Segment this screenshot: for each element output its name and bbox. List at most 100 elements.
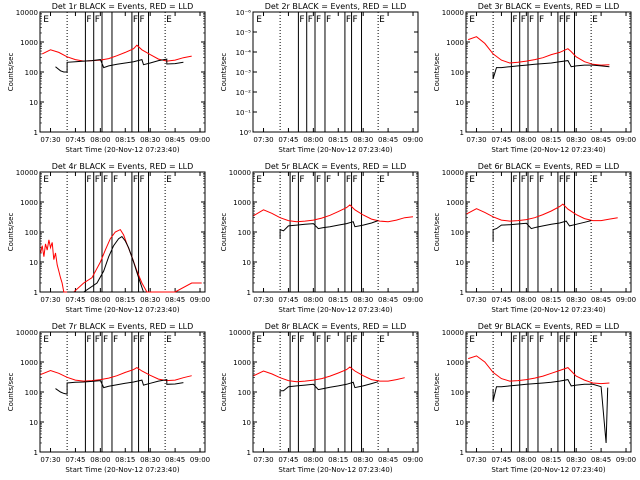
flag-e: E bbox=[166, 335, 172, 345]
x-tick-label: 08:00 bbox=[90, 296, 110, 304]
x-tick-label: 09:00 bbox=[190, 456, 210, 464]
series-line-lld bbox=[253, 204, 414, 223]
series-line-events bbox=[55, 379, 184, 395]
y-tick-label: 1 bbox=[247, 289, 251, 297]
x-axis-label: Start Time (20-Nov-12 07:23:40) bbox=[491, 466, 605, 474]
flag-e: E bbox=[166, 175, 172, 185]
y-tick-label: 1000 bbox=[20, 359, 38, 367]
flag-f: F bbox=[95, 175, 100, 185]
y-axis-label: Counts/sec bbox=[433, 213, 441, 252]
y-tick-label: 100 bbox=[25, 229, 38, 237]
x-tick-label: 08:30 bbox=[140, 296, 160, 304]
x-tick-label: 08:45 bbox=[378, 136, 398, 144]
y-tick-label: 100 bbox=[25, 389, 38, 397]
y-tick-label: 10 bbox=[29, 419, 38, 427]
flag-f: F bbox=[559, 175, 564, 185]
flag-f: F bbox=[346, 335, 351, 345]
flag-e: E bbox=[469, 175, 475, 185]
x-axis-label: Start Time (20-Nov-12 07:23:40) bbox=[278, 306, 392, 314]
flag-f: F bbox=[529, 175, 534, 185]
x-tick-label: 09:00 bbox=[403, 296, 423, 304]
flag-f: F bbox=[299, 15, 304, 25]
x-tick-label: 08:45 bbox=[165, 296, 185, 304]
flag-f: F bbox=[326, 335, 331, 345]
flag-f: F bbox=[566, 15, 571, 25]
flag-f: F bbox=[566, 175, 571, 185]
x-tick-label: 09:00 bbox=[190, 136, 210, 144]
x-tick-label: 08:15 bbox=[541, 456, 561, 464]
flag-f: F bbox=[103, 335, 108, 345]
panel-det3r: Det 3r BLACK = Events, RED = LLD 1 10 100 10… bbox=[433, 2, 636, 154]
y-tick-label: 10⁰ bbox=[239, 129, 251, 137]
x-tick-label: 08:45 bbox=[591, 136, 611, 144]
x-tick-label: 08:30 bbox=[566, 456, 586, 464]
x-axis-label: Start Time (20-Nov-12 07:23:40) bbox=[65, 146, 179, 154]
series-line-lld bbox=[468, 36, 610, 66]
panel-det2r: Det 2r BLACK = Events, RED = LLD 10⁰ 10⁻¹ 1… bbox=[220, 2, 423, 154]
x-tick-label: 08:45 bbox=[591, 296, 611, 304]
y-tick-label: 10000 bbox=[229, 329, 251, 337]
y-tick-label: 100 bbox=[451, 389, 464, 397]
flag-f: F bbox=[308, 15, 313, 25]
flag-f: F bbox=[133, 335, 138, 345]
panel-title: Det 5r BLACK = Events, RED = LLD bbox=[265, 162, 407, 171]
y-axis-label: Counts/sec bbox=[220, 213, 228, 252]
y-tick-label: 10⁻² bbox=[236, 89, 252, 97]
y-tick-label: 10 bbox=[455, 99, 464, 107]
x-tick-label: 08:30 bbox=[353, 456, 373, 464]
x-axis-label: Start Time (20-Nov-12 07:23:40) bbox=[65, 306, 179, 314]
flag-e: E bbox=[379, 15, 385, 25]
flag-f: F bbox=[566, 335, 571, 345]
y-tick-label: 10000 bbox=[229, 169, 251, 177]
plot-frame bbox=[252, 331, 419, 453]
x-tick-label: 07:45 bbox=[278, 456, 298, 464]
x-tick-label: 08:30 bbox=[566, 296, 586, 304]
y-tick-label: 1000 bbox=[20, 39, 38, 47]
flag-e: E bbox=[592, 335, 598, 345]
x-tick-label: 08:15 bbox=[328, 136, 348, 144]
flag-f: F bbox=[299, 175, 304, 185]
x-tick-label: 08:15 bbox=[541, 296, 561, 304]
y-tick-label: 100 bbox=[238, 229, 251, 237]
x-tick-label: 07:30 bbox=[253, 136, 273, 144]
panel-title: Det 8r BLACK = Events, RED = LLD bbox=[265, 322, 407, 331]
flag-f: F bbox=[316, 15, 321, 25]
flag-e: E bbox=[166, 15, 172, 25]
y-tick-label: 1000 bbox=[233, 199, 251, 207]
series-line-events bbox=[279, 381, 379, 397]
x-tick-label: 08:45 bbox=[165, 136, 185, 144]
x-tick-label: 08:30 bbox=[140, 456, 160, 464]
series-line-lld bbox=[40, 367, 192, 382]
flag-f: F bbox=[521, 15, 526, 25]
flag-f: F bbox=[133, 175, 138, 185]
x-tick-label: 09:00 bbox=[403, 456, 423, 464]
x-tick-label: 07:30 bbox=[40, 456, 60, 464]
x-tick-label: 07:45 bbox=[491, 296, 511, 304]
series-line-events bbox=[279, 220, 379, 239]
x-tick-label: 09:00 bbox=[616, 136, 636, 144]
panel-title: Det 9r BLACK = Events, RED = LLD bbox=[478, 322, 620, 331]
flag-f: F bbox=[326, 15, 331, 25]
plot-frame bbox=[39, 171, 206, 293]
flag-f: F bbox=[140, 335, 145, 345]
flag-f: F bbox=[86, 335, 91, 345]
flag-f: F bbox=[113, 335, 118, 345]
panel-det9r: Det 9r BLACK = Events, RED = LLD 1 10 100 10… bbox=[433, 322, 636, 474]
flag-f: F bbox=[113, 175, 118, 185]
x-tick-label: 08:00 bbox=[90, 456, 110, 464]
x-tick-label: 08:00 bbox=[303, 456, 323, 464]
x-tick-label: 08:15 bbox=[115, 456, 135, 464]
flag-f: F bbox=[559, 15, 564, 25]
flag-f: F bbox=[529, 15, 534, 25]
y-tick-label: 1000 bbox=[446, 359, 464, 367]
flag-f: F bbox=[86, 175, 91, 185]
x-tick-label: 08:45 bbox=[165, 456, 185, 464]
plot-frame bbox=[465, 11, 632, 133]
series-line-lld bbox=[466, 203, 618, 222]
series-line-lld bbox=[41, 44, 192, 62]
flag-f: F bbox=[353, 15, 358, 25]
x-tick-label: 08:30 bbox=[353, 296, 373, 304]
x-tick-label: 08:15 bbox=[541, 136, 561, 144]
y-tick-label: 10⁻³ bbox=[236, 69, 252, 77]
x-tick-label: 09:00 bbox=[403, 136, 423, 144]
